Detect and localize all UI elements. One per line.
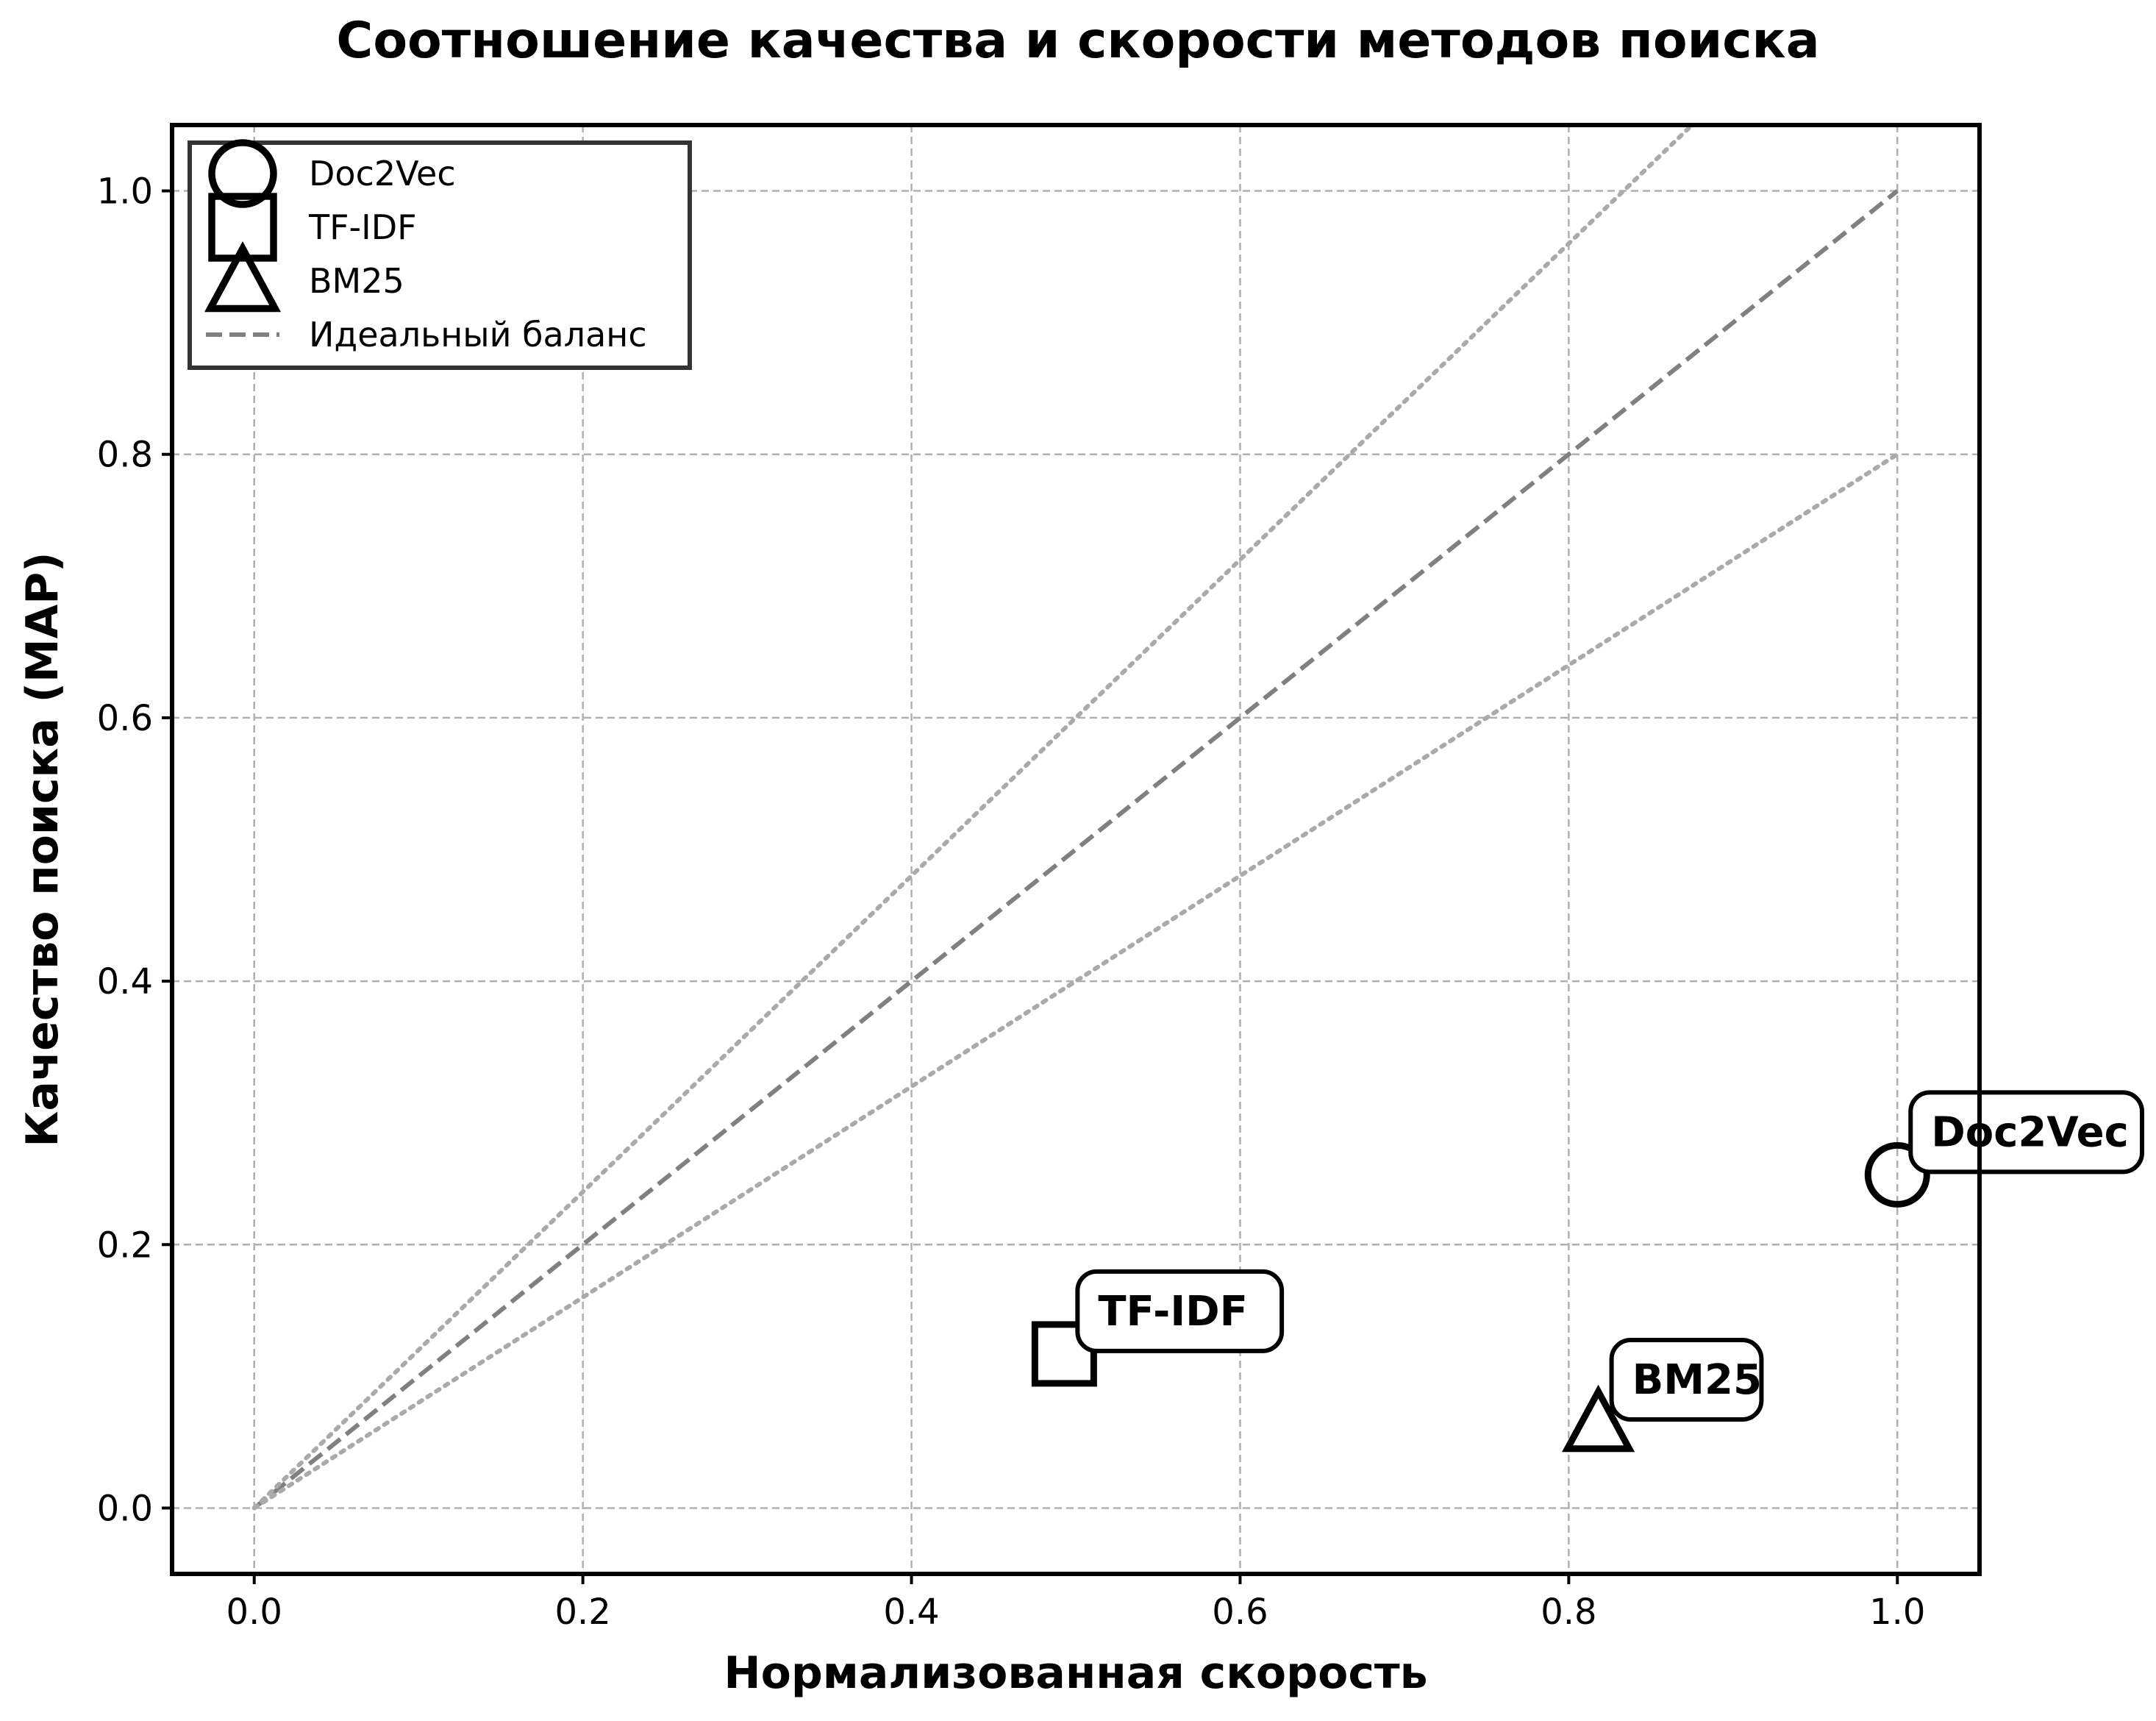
label-box-doc2vec [1908, 1090, 2144, 1175]
legend-label-2: BM25 [309, 261, 404, 301]
x-tick-label-2: 0.4 [883, 1592, 939, 1633]
data-point-doc2vec [1864, 1141, 1930, 1208]
y-tick-label-0: 0.0 [97, 1488, 153, 1529]
x-tick-label-5: 1.0 [1869, 1592, 1925, 1633]
legend: Doc2Vec TF-IDF BM25 Идеальный баланс [188, 139, 692, 370]
reference-lines [251, 123, 1900, 1511]
legend-marker-doc2vec [208, 139, 277, 208]
point-labels: Doc2Vec TF-IDF BM25 [1075, 1090, 2144, 1422]
reference-line-lower-band [251, 452, 1900, 1511]
data-point-bm25 [1562, 1384, 1635, 1453]
legend-marker-bm25 [204, 240, 282, 313]
x-tick-label-1: 0.2 [554, 1592, 610, 1633]
y-tick-label-3: 0.6 [97, 698, 153, 739]
legend-marker-tf-idf [208, 193, 277, 262]
y-tick-label-4: 0.8 [97, 435, 153, 476]
x-tick-label-3: 0.6 [1212, 1592, 1268, 1633]
chart-title: Соотношение качества и скорости методов … [336, 12, 1819, 70]
x-tick-label-0: 0.0 [226, 1592, 282, 1633]
x-axis-ticks: 0.0 0.2 0.4 0.6 0.8 1.0 [226, 1574, 1925, 1633]
reference-line-ideal-balance [252, 189, 1899, 1510]
legend-label-1: TF-IDF [308, 207, 417, 247]
label-box-tf-idf [1075, 1269, 1285, 1353]
data-points [1031, 1141, 1930, 1453]
reference-line-upper-band [251, 123, 1694, 1511]
x-axis-label: Нормализованная скорость [724, 1647, 1427, 1699]
y-tick-label-5: 1.0 [97, 171, 153, 213]
legend-label-0: Doc2Vec [309, 154, 456, 193]
label-text-bm25: BM25 [1632, 1356, 1762, 1404]
label-text-doc2vec: Doc2Vec [1931, 1108, 2129, 1156]
label-box-bm25 [1609, 1338, 1764, 1422]
y-tick-label-2: 0.4 [97, 961, 153, 1002]
x-tick-label-4: 0.8 [1541, 1592, 1596, 1633]
data-point-tf-idf [1031, 1321, 1097, 1387]
y-axis-ticks: 0.0 0.2 0.4 0.6 0.8 1.0 [97, 171, 172, 1529]
legend-label-3: Идеальный баланс [309, 315, 647, 354]
plot-frame [170, 123, 1982, 1576]
label-text-tf-idf: TF-IDF [1098, 1288, 1248, 1336]
y-tick-label-1: 0.2 [97, 1225, 153, 1266]
y-axis-label: Качество поиска (MAP) [17, 552, 68, 1147]
